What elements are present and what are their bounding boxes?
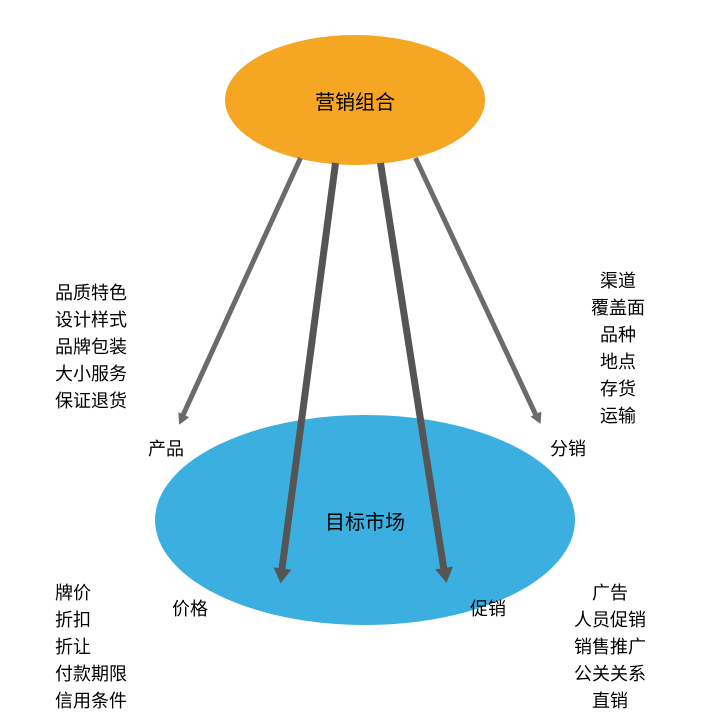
attribute-line: 信用条件 <box>55 688 127 715</box>
attribute-line: 大小服务 <box>55 361 127 388</box>
arrow-distribution <box>413 157 538 417</box>
attribute-line: 广告 <box>574 580 646 607</box>
attribute-line: 折让 <box>55 634 127 661</box>
arrow-label-promotion: 促销 <box>470 595 506 621</box>
attribute-line: 人员促销 <box>574 607 646 634</box>
marketing-mix-ellipse: 营销组合 <box>225 35 485 165</box>
attribute-line: 品牌包装 <box>55 334 127 361</box>
arrow-label-price: 价格 <box>172 595 208 621</box>
marketing-mix-label: 营销组合 <box>315 86 395 115</box>
attribute-line: 品质特色 <box>55 280 127 307</box>
product-attributes: 品质特色设计样式品牌包装大小服务保证退货 <box>55 280 127 415</box>
target-market-label: 目标市场 <box>325 506 405 535</box>
price-attributes: 牌价折扣折让付款期限信用条件 <box>55 580 127 715</box>
attribute-line: 牌价 <box>55 580 127 607</box>
attribute-line: 设计样式 <box>55 307 127 334</box>
promotion-attributes: 广告人员促销销售推广公关关系直销 <box>574 580 646 715</box>
attribute-line: 付款期限 <box>55 661 127 688</box>
arrow-product <box>180 157 302 417</box>
attribute-line: 渠道 <box>591 268 645 295</box>
attribute-line: 保证退货 <box>55 388 127 415</box>
attribute-line: 销售推广 <box>574 634 646 661</box>
arrow-label-distribution: 分销 <box>550 435 586 461</box>
attribute-line: 公关关系 <box>574 661 646 688</box>
arrow-label-product: 产品 <box>148 435 184 461</box>
attribute-line: 存货 <box>591 376 645 403</box>
attribute-line: 运输 <box>591 403 645 430</box>
attribute-line: 折扣 <box>55 607 127 634</box>
distribution-attributes: 渠道覆盖面品种地点存货运输 <box>591 268 645 430</box>
attribute-line: 直销 <box>574 688 646 715</box>
attribute-line: 地点 <box>591 349 645 376</box>
target-market-ellipse: 目标市场 <box>155 415 575 625</box>
attribute-line: 品种 <box>591 322 645 349</box>
attribute-line: 覆盖面 <box>591 295 645 322</box>
